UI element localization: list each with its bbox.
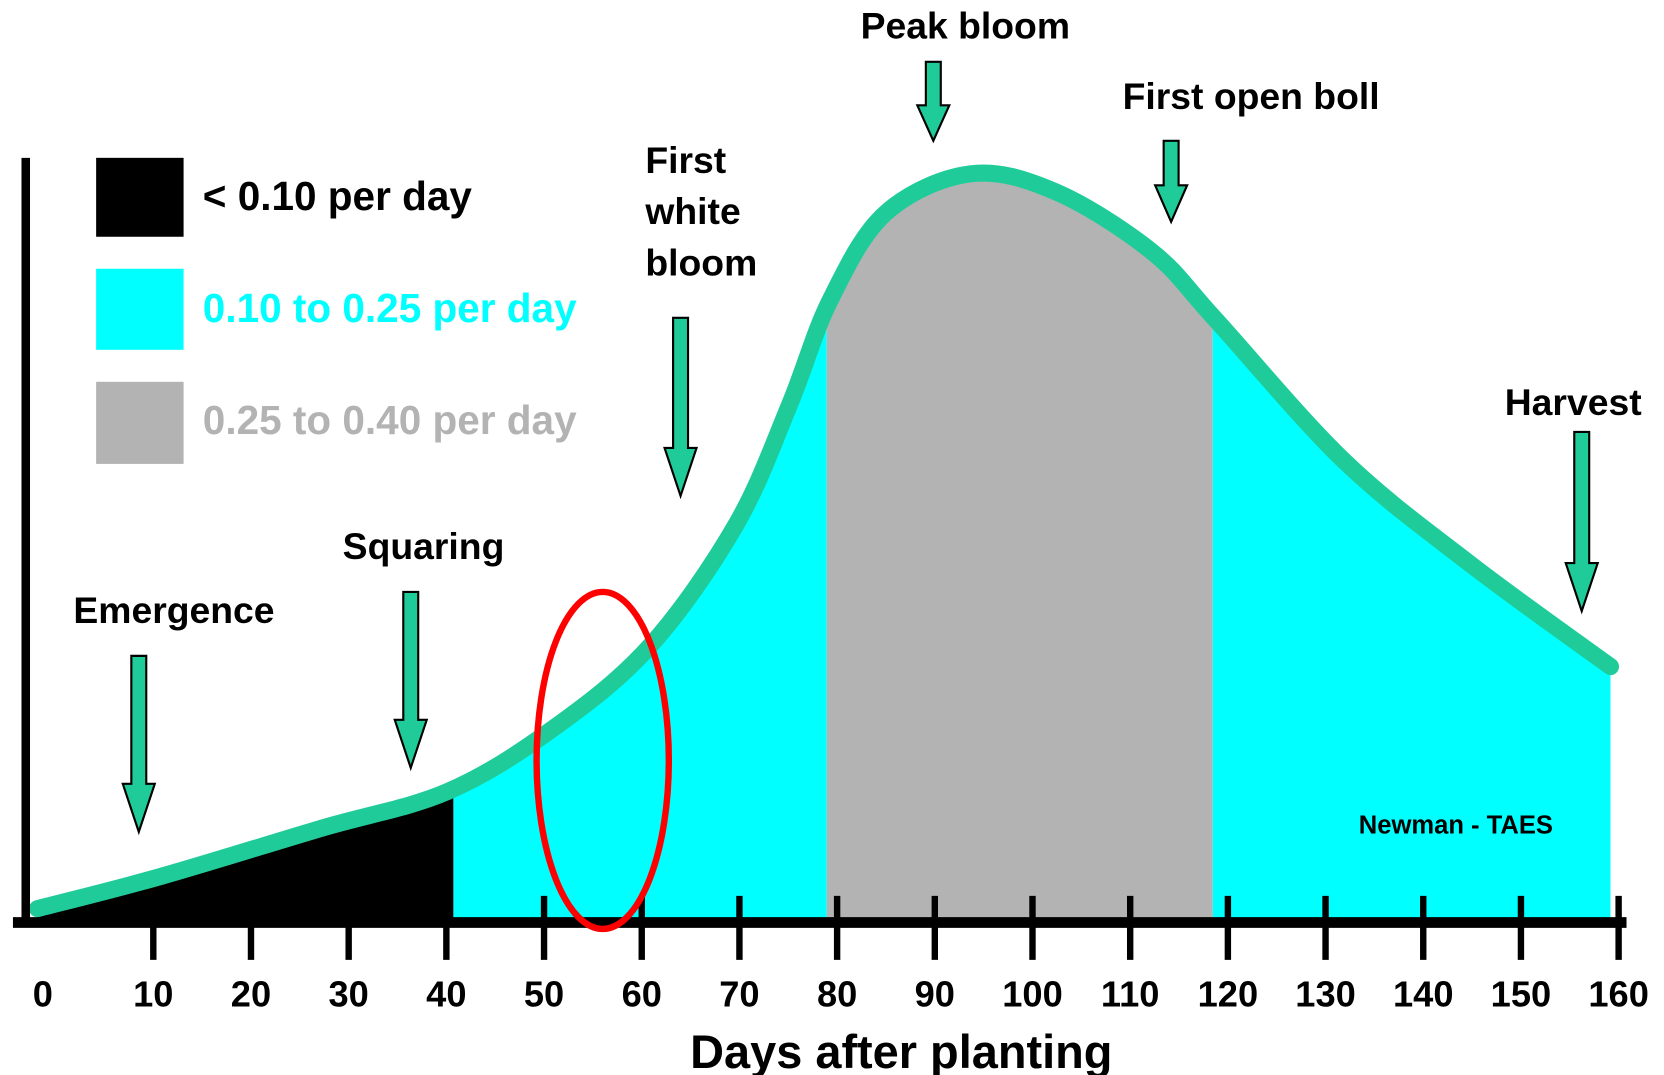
- arrow: [1153, 139, 1189, 225]
- region-low: [37, 173, 454, 923]
- x-tick-label: 150: [1491, 974, 1551, 1015]
- legend-label: 0.10 to 0.25 per day: [203, 285, 577, 331]
- x-tick-label: 10: [133, 974, 173, 1015]
- region-mid: [1212, 173, 1611, 923]
- x-tick-label: 0: [33, 974, 53, 1015]
- arrow: [663, 316, 699, 500]
- growth-curve: [28, 164, 1620, 918]
- x-tick-label: 70: [719, 974, 759, 1015]
- highlight-ellipse: [533, 588, 673, 933]
- region-high: [826, 173, 1213, 923]
- arrow: [915, 60, 951, 144]
- annotation: First open boll: [1123, 75, 1380, 117]
- arrows: [121, 60, 1600, 836]
- annotation: Peak bloom: [861, 5, 1070, 47]
- legend-swatch: [96, 268, 184, 350]
- x-axis-title: Days after planting: [690, 1026, 1112, 1075]
- legend-swatch: [96, 157, 184, 237]
- x-tick-label: 50: [524, 974, 564, 1015]
- annotation: Harvest: [1505, 381, 1642, 423]
- x-tick-label: 90: [915, 974, 955, 1015]
- arrow: [1564, 430, 1600, 615]
- arrow: [121, 654, 157, 836]
- legend-swatch: [96, 381, 184, 464]
- x-tick-label: 60: [622, 974, 662, 1015]
- x-tick-label: 40: [426, 974, 466, 1015]
- legend-label: 0.25 to 0.40 per day: [203, 397, 577, 443]
- annotation: Emergence: [73, 589, 274, 631]
- growth-regions: [37, 173, 1611, 923]
- x-tick-label: 80: [817, 974, 857, 1015]
- x-tick-label: 130: [1295, 974, 1355, 1015]
- x-tick-label: 30: [329, 974, 369, 1015]
- arrow: [393, 590, 429, 772]
- x-tick-label: 120: [1198, 974, 1258, 1015]
- annotation: white: [644, 190, 740, 232]
- annotation: bloom: [645, 241, 757, 283]
- x-tick-label: 140: [1393, 974, 1453, 1015]
- x-ticks: 0 10 20 30 40 50 60 70 80 90 100 110 120 130 140 150 160: [33, 895, 1649, 1015]
- x-tick-label: 20: [231, 974, 271, 1015]
- x-tick-label: 110: [1101, 974, 1159, 1015]
- annotation: Squaring: [343, 525, 505, 567]
- credit: Newman - TAES: [1359, 811, 1553, 839]
- x-tick-label: 160: [1588, 974, 1648, 1015]
- annotation: First: [645, 139, 726, 181]
- x-tick-label: 100: [1002, 974, 1062, 1015]
- legend-label: < 0.10 per day: [203, 173, 473, 219]
